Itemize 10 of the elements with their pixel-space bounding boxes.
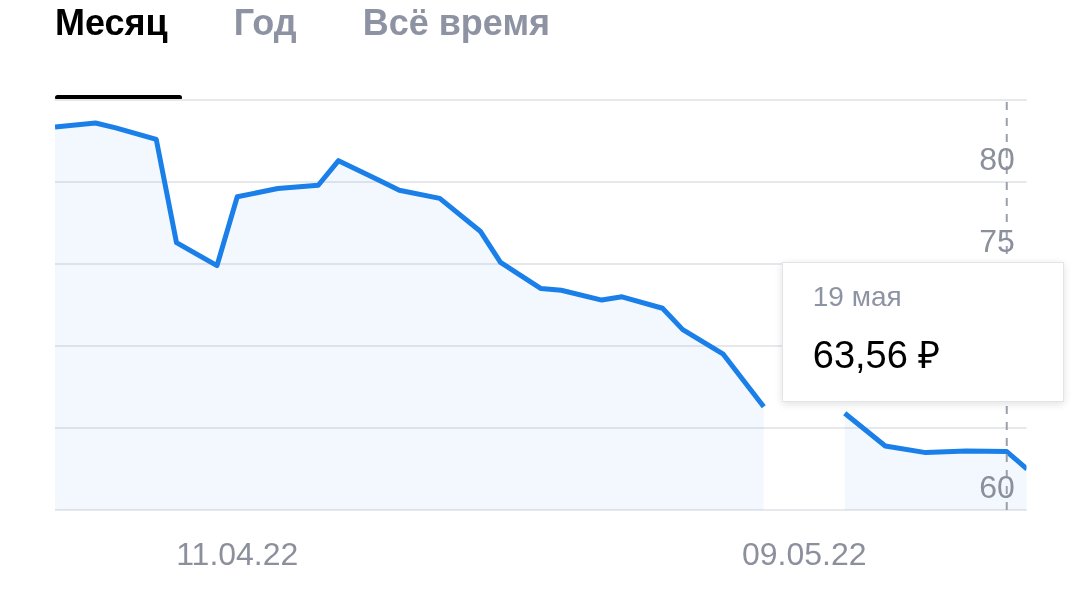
y-tick-label: 60 (979, 469, 1015, 505)
tooltip: 19 мая 63,56 ₽ (781, 261, 1064, 402)
x-tick-label: 09.05.22 (741, 535, 867, 572)
text: Год (233, 2, 297, 44)
text: Всё время (362, 2, 551, 44)
x-tick-label: 11.04.22 (176, 535, 299, 572)
y-tick-label: 80 (979, 141, 1015, 177)
y-tick-label: 75 (979, 223, 1015, 259)
annotation: 19 мая 63,56 ₽ (812, 280, 942, 378)
text: Месяц (55, 2, 168, 44)
